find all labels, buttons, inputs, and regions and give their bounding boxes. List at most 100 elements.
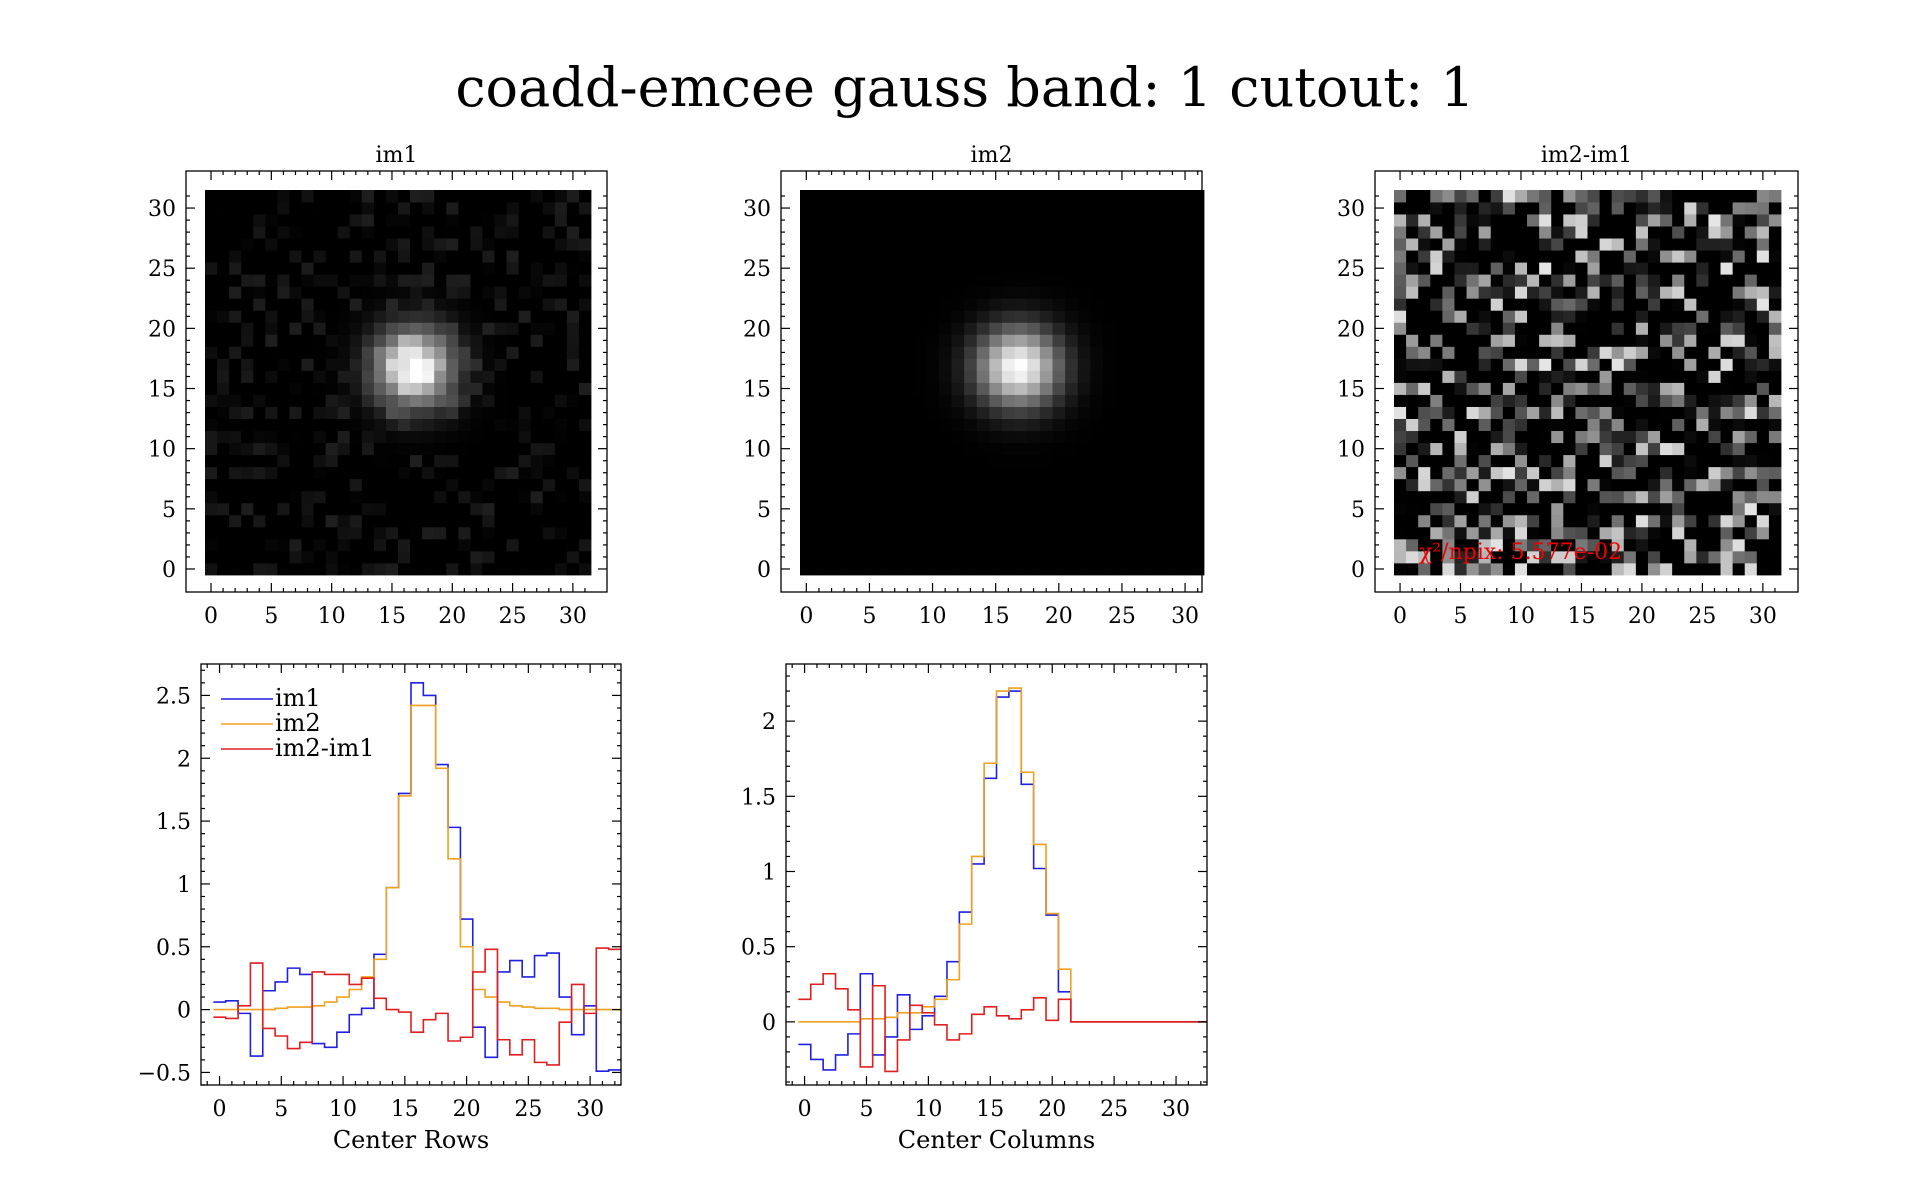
heatmap-cell	[976, 418, 990, 432]
heatmap-cell	[554, 538, 568, 552]
heatmap-cell	[1611, 466, 1625, 480]
heatmap-cell	[1052, 430, 1066, 444]
heatmap-cell	[1153, 430, 1167, 444]
heatmap-cell	[1014, 514, 1028, 528]
heatmap-cell	[265, 514, 278, 528]
heatmap-cell	[989, 358, 1003, 371]
heatmap-cell	[1140, 382, 1154, 395]
heatmap-cell	[361, 190, 375, 203]
heatmap-cell	[422, 466, 435, 480]
heatmap-cell	[1178, 358, 1192, 371]
heatmap-cell	[229, 394, 242, 407]
heatmap-cell	[1027, 298, 1041, 311]
heatmap-cell	[1514, 214, 1528, 227]
heatmap-cell	[566, 442, 580, 456]
heatmap-cell	[1430, 550, 1443, 564]
heatmap-cell	[241, 358, 254, 371]
heatmap-cell	[1394, 514, 1407, 528]
heatmap-cell	[554, 442, 568, 456]
heatmap-cell	[301, 334, 314, 347]
heatmap-cell	[1756, 190, 1770, 203]
heatmap-cell	[1768, 454, 1782, 468]
heatmap-cell	[1647, 358, 1661, 371]
heatmap-cell	[361, 406, 375, 419]
heatmap-cell	[265, 454, 278, 468]
heatmap-cell	[1140, 562, 1154, 576]
heatmap-cell	[410, 214, 423, 227]
heatmap-cell	[205, 262, 218, 275]
heatmap-cell	[1514, 286, 1528, 299]
heatmap-cell	[1466, 262, 1480, 275]
heatmap-cell	[850, 346, 864, 359]
heatmap-cell	[1587, 406, 1600, 419]
heatmap-cell	[361, 322, 375, 335]
heatmap-cell	[265, 226, 278, 239]
heatmap-cell	[1502, 214, 1516, 227]
heatmap-cell	[277, 322, 290, 335]
heatmap-cell	[301, 358, 314, 371]
heatmap-cell	[313, 310, 327, 323]
heatmap-cell	[229, 490, 242, 504]
heatmap-cell	[1551, 538, 1564, 552]
heatmap-cell	[470, 418, 483, 432]
heatmap-cell	[1672, 226, 1685, 239]
heatmap-cell	[410, 538, 423, 552]
heatmap-cell	[951, 226, 965, 239]
heatmap-cell	[1720, 514, 1734, 528]
heatmap-cell	[229, 334, 242, 347]
heatmap-cell	[951, 358, 965, 371]
x-tick-label: 20	[1038, 1097, 1066, 1122]
heatmap-cell	[825, 418, 839, 432]
heatmap-cell	[205, 490, 218, 504]
heatmap-cell	[398, 382, 411, 395]
heatmap-cell	[385, 490, 399, 504]
heatmap-cell	[1623, 454, 1637, 468]
heatmap-cell	[1014, 538, 1028, 552]
heatmap-cell	[1635, 514, 1649, 528]
heatmap-cell	[938, 262, 952, 275]
heatmap-cell	[1178, 202, 1192, 215]
heatmap-cell	[1720, 322, 1734, 335]
heatmap-cell	[229, 346, 242, 359]
heatmap-cell	[373, 346, 387, 359]
heatmap-cell	[289, 190, 302, 203]
heatmap-cell	[1039, 226, 1053, 239]
heatmap-cell	[205, 562, 218, 576]
x-tick-label: 15	[378, 604, 406, 629]
heatmap-cell	[1014, 334, 1028, 347]
heatmap-cell	[337, 406, 351, 419]
heatmap-cell	[241, 526, 254, 540]
heatmap-cell	[241, 322, 254, 335]
heatmap-cell	[398, 418, 411, 432]
heatmap-cell	[205, 466, 218, 480]
y-tick-label: 20	[148, 317, 176, 342]
heatmap-cell	[301, 238, 314, 251]
heatmap-cell	[888, 418, 902, 432]
heatmap-cell	[938, 466, 952, 480]
heatmap-cell	[800, 550, 814, 564]
heatmap-cell	[989, 274, 1003, 287]
heatmap-cell	[398, 214, 411, 227]
heatmap-cell	[373, 430, 387, 444]
heatmap-cell	[373, 382, 387, 395]
heatmap-cell	[470, 562, 483, 576]
heatmap-cell	[913, 514, 927, 528]
heatmap-cell	[1002, 454, 1016, 468]
heatmap-cell	[446, 454, 459, 468]
heatmap-cell	[1077, 214, 1091, 227]
heatmap-cell	[888, 466, 902, 480]
heatmap-cell	[1115, 514, 1129, 528]
heatmap-cell	[1454, 274, 1467, 287]
heatmap-cell	[566, 466, 580, 480]
heatmap-cell	[385, 502, 399, 516]
heatmap-cell	[1430, 250, 1443, 263]
heatmap-cell	[1587, 346, 1600, 359]
heatmap-cell	[888, 274, 902, 287]
heatmap-cell	[578, 562, 592, 576]
heatmap-cell	[863, 250, 877, 263]
heatmap-cell	[1708, 442, 1721, 456]
heatmap-cell	[1563, 478, 1576, 492]
heatmap-cell	[1756, 214, 1770, 227]
heatmap-cell	[812, 562, 826, 576]
heatmap-cell	[926, 442, 940, 456]
